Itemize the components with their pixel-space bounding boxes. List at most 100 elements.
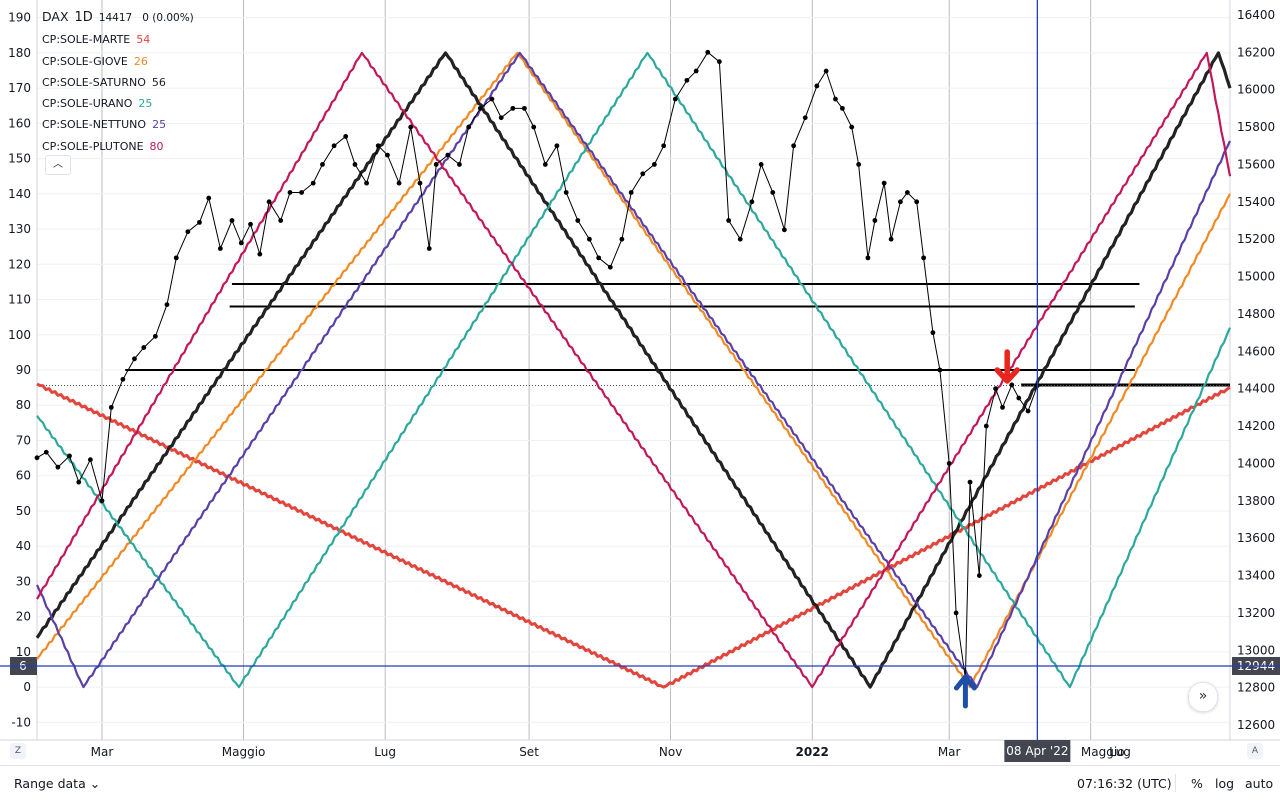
legend-item[interactable]: CP:SOLE-MARTE 54 bbox=[42, 29, 194, 50]
legend-label: CP:SOLE-URANO bbox=[42, 97, 133, 111]
interval-label[interactable]: 1D bbox=[74, 10, 93, 25]
dax-point bbox=[937, 367, 943, 373]
crosshair-date-label: 08 Apr '22 bbox=[1006, 744, 1068, 758]
time-axis-label: Mar bbox=[91, 745, 114, 759]
dax-point bbox=[953, 610, 959, 616]
dax-point bbox=[872, 218, 878, 223]
left-axis-tick: 140 bbox=[8, 187, 31, 201]
left-axis-tick: 60 bbox=[16, 469, 31, 483]
timezone-corner-button[interactable]: Z bbox=[10, 743, 26, 759]
dax-point bbox=[693, 68, 699, 74]
dax-point bbox=[967, 479, 973, 485]
left-axis-tick: 30 bbox=[16, 574, 31, 588]
arrow-down-marker bbox=[994, 349, 1020, 384]
legend-label: CP:SOLE-NETTUNO bbox=[42, 118, 147, 132]
right-axis-tick: 14800 bbox=[1237, 307, 1275, 321]
legend-value: 54 bbox=[136, 33, 151, 47]
dax-point bbox=[352, 162, 358, 167]
dax-point bbox=[914, 199, 920, 205]
left-axis-tick: 40 bbox=[16, 539, 31, 553]
right-axis-tick: 14600 bbox=[1237, 344, 1275, 358]
dax-point bbox=[921, 255, 927, 261]
dax-point bbox=[164, 302, 170, 307]
legend-item[interactable]: CP:SOLE-URANO 25 bbox=[42, 93, 194, 114]
right-axis-tick: 15000 bbox=[1237, 270, 1275, 284]
dax-point bbox=[173, 255, 179, 261]
dax-point bbox=[320, 162, 325, 167]
dax-point bbox=[310, 180, 316, 186]
dax-point bbox=[554, 143, 560, 149]
auto-toggle[interactable]: auto bbox=[1245, 776, 1274, 791]
scroll-to-realtime-button[interactable]: » bbox=[1188, 682, 1218, 712]
legend-item[interactable]: CP:SOLE-SATURNO 56 bbox=[42, 72, 194, 93]
dax-point bbox=[781, 227, 787, 233]
legend-label: CP:SOLE-MARTE bbox=[42, 33, 131, 47]
dax-point bbox=[331, 143, 337, 149]
left-axis-tick: 80 bbox=[16, 398, 31, 412]
series-line[interactable] bbox=[36, 51, 1232, 689]
left-axis-tick: 190 bbox=[8, 11, 31, 25]
crosshair-date-label-bg bbox=[1004, 740, 1071, 762]
left-axis-tick: 120 bbox=[8, 257, 31, 271]
left-axis-tick: 70 bbox=[16, 433, 31, 447]
dax-point bbox=[531, 124, 537, 130]
left-axis-tick: 50 bbox=[16, 504, 31, 518]
dax-point bbox=[833, 96, 838, 102]
dax-point bbox=[607, 264, 613, 270]
dax-point bbox=[55, 464, 61, 470]
dax-point bbox=[87, 457, 93, 463]
right-axis-tick: 16000 bbox=[1237, 83, 1275, 97]
time-axis-label: Nov bbox=[659, 745, 682, 759]
dax-point bbox=[197, 219, 202, 225]
series-line[interactable] bbox=[35, 51, 1231, 689]
left-axis-tick: 130 bbox=[8, 222, 31, 236]
dax-point bbox=[343, 134, 349, 139]
legend-item[interactable]: CP:SOLE-NETTUNO 25 bbox=[42, 114, 194, 135]
dax-point bbox=[67, 453, 72, 459]
collapse-legend-button[interactable]: ︿ bbox=[45, 155, 71, 175]
right-axis-tick: 13000 bbox=[1237, 643, 1275, 657]
dax-point bbox=[1016, 395, 1022, 401]
dax-point bbox=[749, 199, 755, 205]
dax-point bbox=[522, 105, 527, 111]
dax-point bbox=[737, 236, 743, 242]
left-axis-tick: 10 bbox=[16, 645, 31, 659]
dax-point bbox=[132, 356, 137, 362]
dax-point bbox=[1025, 408, 1031, 414]
range-data-button[interactable]: Range data ⌄ bbox=[14, 776, 101, 791]
dax-point bbox=[716, 59, 722, 65]
left-axis-tick: 0 bbox=[23, 680, 31, 694]
utc-clock[interactable]: 07:16:32 (UTC) bbox=[1077, 776, 1172, 791]
legend-item[interactable]: CP:SOLE-GIOVE 26 bbox=[42, 51, 194, 72]
dax-point bbox=[229, 218, 235, 223]
legend-value: 80 bbox=[149, 139, 164, 153]
legend-item[interactable]: CP:SOLE-PLUTONE 80 bbox=[42, 136, 194, 157]
series-line[interactable] bbox=[36, 51, 1232, 689]
dax-point bbox=[278, 218, 284, 223]
dax-point bbox=[930, 330, 936, 336]
percent-toggle[interactable]: % bbox=[1191, 776, 1203, 791]
dax-point bbox=[661, 143, 667, 149]
right-axis-tick: 16400 bbox=[1237, 8, 1275, 22]
dax-point bbox=[248, 221, 253, 227]
dax-point bbox=[1009, 382, 1015, 388]
dax-point bbox=[43, 449, 49, 455]
auto-scale-corner-button[interactable]: A bbox=[1247, 743, 1263, 759]
series-line[interactable] bbox=[35, 51, 1232, 689]
dax-point bbox=[684, 77, 690, 83]
series-line[interactable] bbox=[36, 382, 1231, 689]
dax-point bbox=[823, 68, 829, 74]
dax-point bbox=[364, 180, 369, 186]
time-axis-label: Set bbox=[519, 745, 539, 759]
dax-point bbox=[898, 199, 903, 205]
time-axis-label: Lug bbox=[1109, 745, 1131, 759]
left-axis-tick: 90 bbox=[16, 363, 31, 377]
dax-point bbox=[587, 236, 592, 242]
log-toggle[interactable]: log bbox=[1215, 776, 1235, 791]
dax-point bbox=[408, 124, 414, 130]
chevron-up-icon: ︿ bbox=[53, 159, 63, 170]
right-axis-tick: 12800 bbox=[1237, 681, 1275, 695]
dax-point bbox=[457, 162, 462, 167]
left-axis-tick: 160 bbox=[8, 116, 31, 130]
